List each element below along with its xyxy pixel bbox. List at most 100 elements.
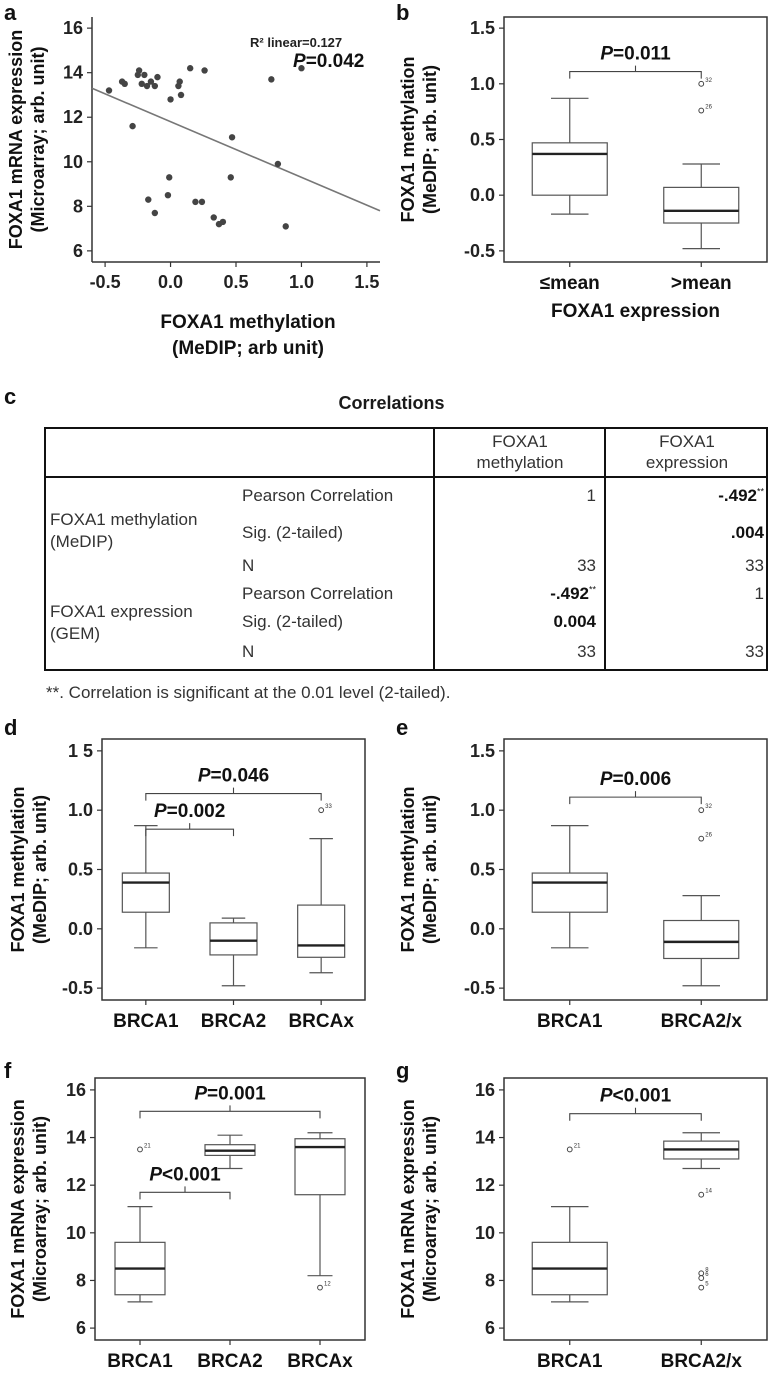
stat-label: Sig. (2-tailed) bbox=[242, 523, 344, 542]
data-point bbox=[186, 65, 194, 72]
data-point bbox=[166, 174, 173, 181]
x-tick-label: 1.5 bbox=[354, 272, 379, 292]
y-axis-title-line: FOXA1 mRNA expression bbox=[6, 30, 26, 249]
y-axis-title-line: FOXA1 methylation bbox=[398, 786, 418, 952]
table-divider bbox=[46, 476, 766, 478]
x-tick-label: 1.0 bbox=[289, 272, 314, 292]
significance-bracket bbox=[569, 65, 702, 79]
data-point bbox=[121, 80, 128, 88]
y-axis-title-line: (MeDIP; arb. unit) bbox=[420, 795, 440, 944]
y-axis-title: FOXA1 methylation (MeDIP; arb. unit) bbox=[398, 56, 440, 222]
table-value: 1 bbox=[586, 486, 596, 505]
x-axis-title-line: FOXA1 methylation bbox=[160, 312, 335, 333]
data-point bbox=[282, 223, 289, 230]
boxplot-chart-b: b -0.5 0.0 0.5 1.0 1.5 FOXA1 methylation (MeDIP… bbox=[396, 0, 768, 322]
panel-label-c-wrap: c bbox=[4, 384, 16, 409]
p-value-letter: P bbox=[600, 44, 613, 65]
boxplot-chart-f: f 6 8 10 12 14 16 FOXA1 mRNA expression (Microar… bbox=[4, 1058, 366, 1372]
panel-label-f: f bbox=[4, 1058, 12, 1083]
table-value: 33 bbox=[745, 642, 764, 661]
y-tick-label: 10 bbox=[66, 1223, 86, 1243]
data-point bbox=[177, 91, 185, 99]
data-point bbox=[268, 76, 275, 83]
p-value-annotation: P=0.042 bbox=[293, 51, 364, 72]
y-tick-label: 0.0 bbox=[470, 919, 495, 939]
outlier-label: 5 bbox=[705, 1282, 709, 1288]
y-axis-title-line: (MeDIP; arb. unit) bbox=[420, 65, 440, 214]
significance-bracket bbox=[139, 1186, 231, 1200]
plot-frame bbox=[503, 1077, 768, 1341]
column-header-expression: FOXA1 expression bbox=[607, 431, 767, 473]
y-axis-title-line: (Microarray; arb. unit) bbox=[30, 1116, 50, 1302]
category-label: BRCA2 bbox=[201, 1011, 266, 1032]
p-value-label: P=0.011 bbox=[600, 44, 671, 65]
outlier-label: 26 bbox=[705, 833, 712, 839]
column-header-methylation: FOXA1 methylation bbox=[436, 431, 604, 473]
y-tick-label: 8 bbox=[485, 1270, 495, 1290]
y-axis-title-line: FOXA1 methylation bbox=[398, 56, 418, 222]
outlier-point bbox=[698, 835, 705, 842]
table-value: -.492** bbox=[616, 486, 764, 506]
outlier-point bbox=[566, 1146, 573, 1153]
y-axis-title-line: FOXA1 mRNA expression bbox=[398, 1099, 418, 1318]
x-tick-label: 0.5 bbox=[223, 272, 248, 292]
y-tick-label: 6 bbox=[73, 241, 83, 261]
category-label: BRCAx bbox=[288, 1011, 354, 1032]
category-label: BRCA1 bbox=[537, 1011, 603, 1032]
data-point bbox=[147, 78, 155, 85]
stat-label: Pearson Correlation bbox=[242, 584, 394, 603]
p-value-letter: P bbox=[600, 769, 613, 790]
category-label: BRCA1 bbox=[107, 1351, 173, 1372]
box-iqr bbox=[121, 872, 170, 913]
data-point bbox=[135, 67, 143, 74]
data-point bbox=[274, 160, 282, 168]
category-label: BRCA1 bbox=[113, 1011, 179, 1032]
table-value: 33 bbox=[745, 556, 764, 575]
y-tick-label: 1.5 bbox=[470, 18, 495, 38]
stat-label: N bbox=[242, 556, 255, 575]
p-value-label: P<0.001 bbox=[600, 1086, 672, 1107]
y-tick-label: -0.5 bbox=[62, 978, 93, 998]
panel-label-c: c bbox=[4, 384, 16, 409]
boxplot-chart-e: e -0.5 0.0 0.5 1.0 1.5 FOXA1 methylation (MeDIP… bbox=[396, 715, 768, 1032]
y-axis-title-line: (MeDIP; arb. unit) bbox=[30, 795, 50, 944]
outlier-label: 6 bbox=[705, 1272, 709, 1278]
y-tick-label: 6 bbox=[76, 1318, 86, 1338]
p-value-letter: P bbox=[154, 801, 167, 822]
column-header-line: methylation bbox=[476, 453, 564, 472]
p-value-letter: P bbox=[194, 1083, 207, 1104]
panel-label-b: b bbox=[396, 0, 409, 25]
outlier-label: 12 bbox=[324, 1282, 331, 1288]
y-tick-label: 0.0 bbox=[68, 919, 93, 939]
significance-marker: ** bbox=[756, 486, 764, 497]
p-value-text: <0.001 bbox=[162, 1164, 221, 1185]
box-iqr bbox=[531, 872, 608, 913]
outlier-label: 26 bbox=[705, 105, 712, 111]
box-iqr bbox=[297, 904, 346, 958]
y-tick-label: 16 bbox=[63, 18, 83, 38]
category-label: ≤mean bbox=[540, 273, 600, 294]
x-axis-title-line: (MeDIP; arb unit) bbox=[172, 338, 324, 359]
table-value-text: -.492 bbox=[718, 486, 757, 505]
outlier-point bbox=[698, 1191, 705, 1198]
p-value-text: =0.042 bbox=[306, 51, 365, 72]
y-tick-label: -0.5 bbox=[464, 241, 495, 261]
y-tick-label: 10 bbox=[475, 1223, 495, 1243]
x-axis-title: FOXA1 expression bbox=[551, 301, 720, 322]
data-point bbox=[129, 122, 136, 130]
outlier-label: 21 bbox=[144, 1143, 151, 1149]
data-point bbox=[201, 67, 208, 74]
bracket-line bbox=[145, 787, 322, 801]
y-tick-label: 12 bbox=[63, 107, 83, 127]
outlier-point bbox=[698, 1284, 705, 1291]
data-point bbox=[141, 71, 148, 79]
box->mean: 32 26 bbox=[663, 78, 740, 250]
column-header-line: FOXA1 bbox=[492, 432, 548, 451]
box-BRCA2 bbox=[204, 1134, 256, 1170]
outlier-point bbox=[698, 107, 705, 114]
data-point bbox=[138, 80, 145, 88]
y-tick-label: 16 bbox=[66, 1080, 86, 1100]
data-point bbox=[167, 96, 174, 103]
category-label: BRCA2 bbox=[197, 1351, 262, 1372]
outlier-point bbox=[317, 1284, 323, 1291]
